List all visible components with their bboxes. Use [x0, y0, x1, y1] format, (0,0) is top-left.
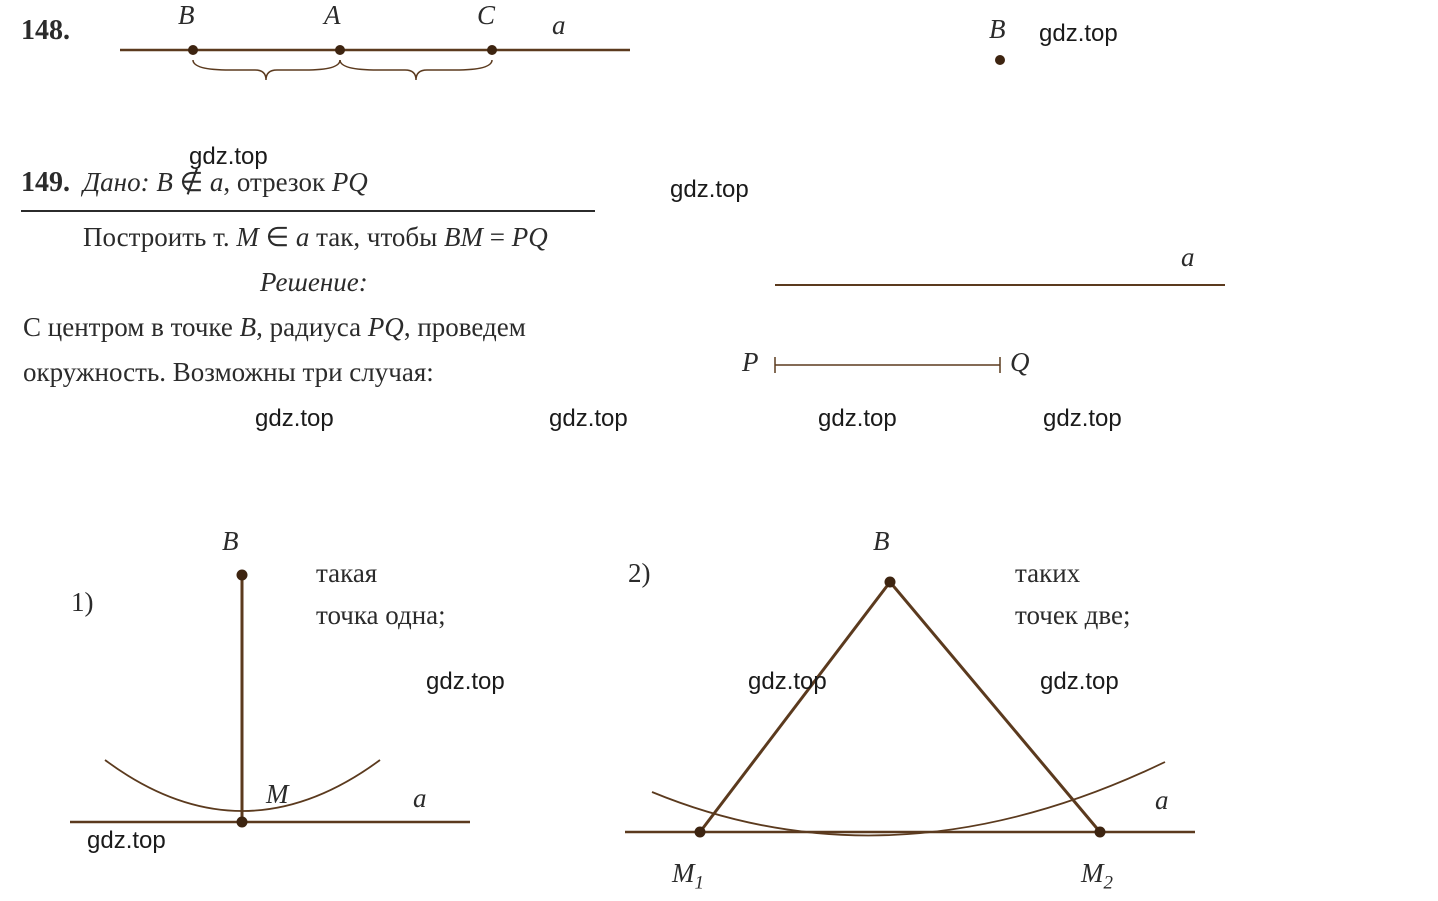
watermark: gdz.top [87, 827, 166, 855]
construct-text: Построить т. M ∈ a так, чтобы BM = PQ [83, 222, 548, 253]
case2-M1: M1 [672, 858, 704, 894]
given-text: Дано: B ∉ a, отрезок PQ [83, 167, 368, 198]
watermark: gdz.top [818, 405, 897, 433]
watermark: gdz.top [255, 405, 334, 433]
line-a-148: a [552, 10, 566, 41]
problem-number-149: 149. [21, 167, 70, 199]
case1-diagram [50, 560, 500, 850]
watermark: gdz.top [1043, 405, 1122, 433]
segment-PQ [770, 350, 1010, 380]
solution-text-1: C центром в точке B, радиуса PQ, проведе… [23, 312, 526, 343]
watermark: gdz.top [189, 143, 268, 171]
given-rule [21, 210, 595, 212]
problem-number-148: 148. [21, 15, 70, 47]
solution-label: Решение: [260, 267, 368, 298]
line-a-upper-svg [775, 280, 1225, 290]
watermark: gdz.top [748, 668, 827, 696]
line-a-upper: a [1181, 242, 1195, 273]
watermark: gdz.top [670, 176, 749, 204]
watermark: gdz.top [1039, 20, 1118, 48]
point-A-148: A [324, 0, 341, 31]
case2-diagram [595, 560, 1215, 860]
point-B-upper-dot [990, 50, 1020, 70]
case2-M2: M2 [1081, 858, 1113, 894]
watermark: gdz.top [549, 405, 628, 433]
case2-B: B [873, 526, 890, 557]
segment-P-label: P [742, 347, 759, 378]
watermark: gdz.top [1040, 668, 1119, 696]
point-C-148: C [477, 0, 495, 31]
point-B-upper: B [989, 14, 1006, 45]
segment-Q-label: Q [1010, 347, 1030, 378]
watermark: gdz.top [426, 668, 505, 696]
solution-text-2: окружность. Возможны три случая: [23, 357, 434, 388]
case1-B: B [222, 526, 239, 557]
point-B-148: B [178, 0, 195, 31]
